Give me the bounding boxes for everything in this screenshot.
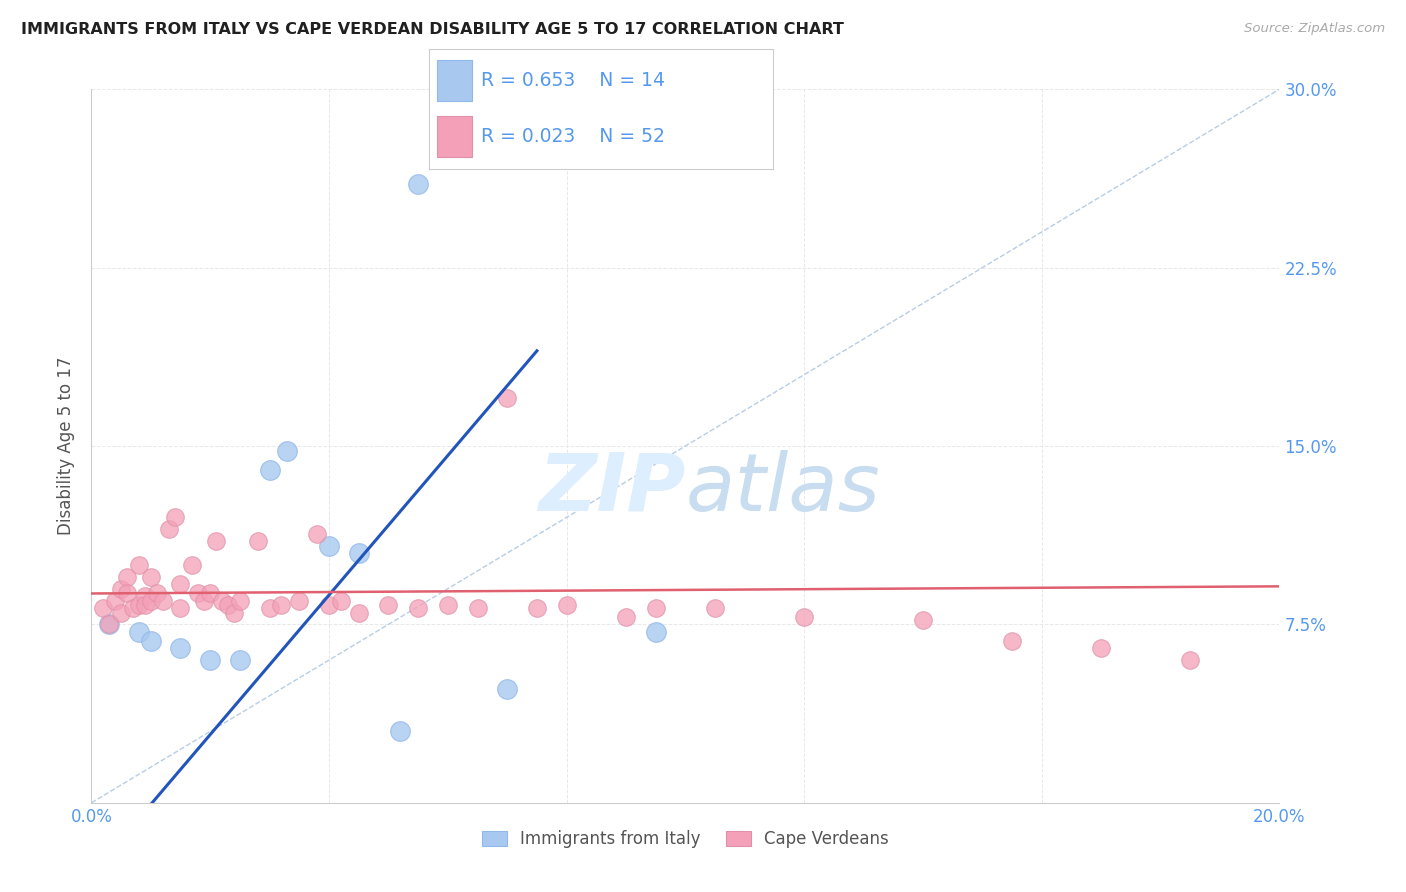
Point — [145, 586, 167, 600]
Point — [128, 624, 150, 639]
Text: R = 0.653    N = 14: R = 0.653 N = 14 — [481, 70, 665, 90]
Point — [467, 600, 489, 615]
Point — [193, 593, 215, 607]
Y-axis label: Disability Age 5 to 17: Disability Age 5 to 17 — [58, 357, 76, 535]
Point — [276, 443, 298, 458]
Point — [496, 392, 519, 406]
Point — [169, 641, 191, 656]
Point — [222, 606, 245, 620]
Point — [110, 582, 132, 596]
Point — [122, 600, 145, 615]
Point — [134, 599, 156, 613]
Point — [128, 558, 150, 572]
Point — [128, 599, 150, 613]
Text: atlas: atlas — [685, 450, 880, 528]
FancyBboxPatch shape — [437, 117, 472, 157]
Point — [115, 586, 138, 600]
Point — [318, 599, 340, 613]
Point — [270, 599, 292, 613]
Point — [644, 600, 666, 615]
Point — [104, 593, 127, 607]
Point — [259, 600, 281, 615]
Point — [152, 593, 174, 607]
Point — [98, 617, 121, 632]
Point — [169, 577, 191, 591]
Point — [200, 653, 222, 667]
Text: IMMIGRANTS FROM ITALY VS CAPE VERDEAN DISABILITY AGE 5 TO 17 CORRELATION CHART: IMMIGRANTS FROM ITALY VS CAPE VERDEAN DI… — [21, 22, 844, 37]
Point — [1001, 634, 1024, 648]
Point — [347, 546, 370, 560]
Point — [157, 522, 180, 536]
Point — [217, 599, 239, 613]
Point — [134, 589, 156, 603]
Point — [211, 593, 233, 607]
Point — [406, 178, 429, 192]
Point — [377, 599, 399, 613]
Point — [246, 534, 269, 549]
Point — [259, 463, 281, 477]
Text: R = 0.023    N = 52: R = 0.023 N = 52 — [481, 128, 665, 146]
Point — [187, 586, 209, 600]
Point — [329, 593, 352, 607]
Point — [406, 600, 429, 615]
Point — [115, 570, 138, 584]
Point — [389, 724, 412, 739]
Text: ZIP: ZIP — [538, 450, 685, 528]
Point — [98, 617, 121, 632]
Point — [704, 600, 727, 615]
Point — [139, 570, 162, 584]
Point — [181, 558, 204, 572]
Point — [229, 593, 252, 607]
Point — [436, 599, 458, 613]
Legend: Immigrants from Italy, Cape Verdeans: Immigrants from Italy, Cape Verdeans — [475, 824, 896, 855]
Point — [205, 534, 228, 549]
Point — [644, 624, 666, 639]
Point — [110, 606, 132, 620]
Point — [307, 527, 329, 541]
Point — [229, 653, 252, 667]
Point — [496, 681, 519, 696]
Text: Source: ZipAtlas.com: Source: ZipAtlas.com — [1244, 22, 1385, 36]
Point — [139, 593, 162, 607]
Point — [347, 606, 370, 620]
Point — [318, 539, 340, 553]
Point — [163, 510, 186, 524]
Point — [91, 600, 114, 615]
FancyBboxPatch shape — [437, 60, 472, 101]
Point — [793, 610, 815, 624]
Point — [169, 600, 191, 615]
Point — [526, 600, 548, 615]
Point — [1180, 653, 1202, 667]
Point — [555, 599, 578, 613]
Point — [911, 613, 934, 627]
Point — [288, 593, 311, 607]
Point — [1090, 641, 1112, 656]
Point — [200, 586, 222, 600]
Point — [139, 634, 162, 648]
Point — [614, 610, 637, 624]
